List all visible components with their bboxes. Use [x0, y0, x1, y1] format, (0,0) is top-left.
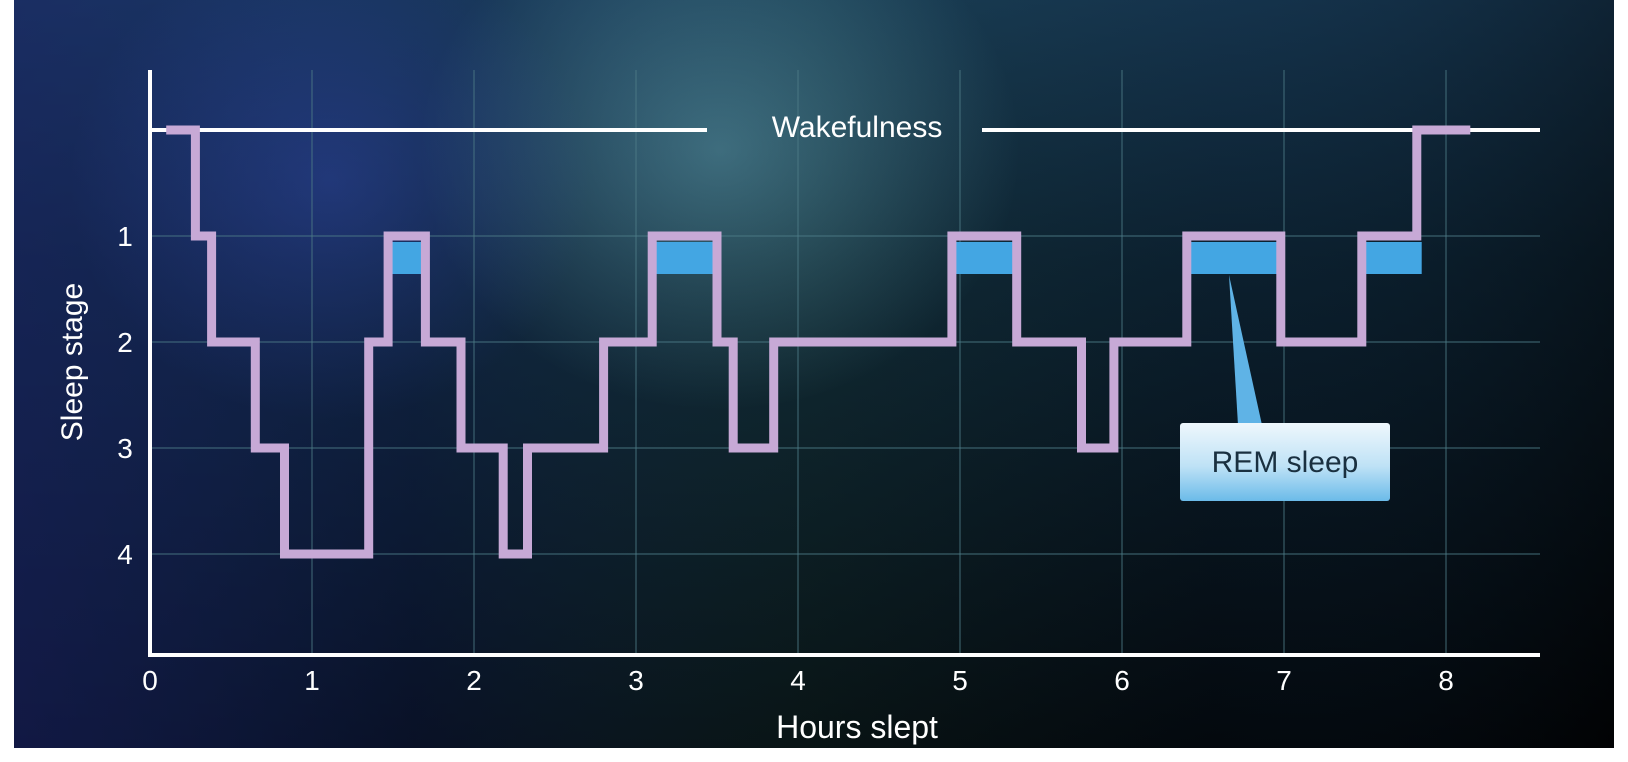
rem-block — [1361, 242, 1422, 274]
x-axis-label: Hours slept — [776, 709, 938, 745]
x-tick-label: 2 — [466, 665, 482, 696]
y-axis-label: Sleep stage — [56, 283, 89, 441]
rem-callout: REM sleep — [1180, 275, 1390, 501]
wakefulness-label: Wakefulness — [772, 111, 943, 144]
y-tick-label: 2 — [117, 327, 133, 358]
rem-block — [388, 242, 426, 274]
y-tick-label: 1 — [117, 221, 133, 252]
x-tick-label: 3 — [628, 665, 644, 696]
rem-block — [652, 242, 717, 274]
hypnogram-series — [166, 125, 1471, 559]
x-tick-label: 6 — [1114, 665, 1130, 696]
callout-pointer — [1229, 275, 1262, 425]
x-tick-label: 5 — [952, 665, 968, 696]
x-tick-label: 7 — [1276, 665, 1292, 696]
rem-blocks — [388, 242, 1422, 274]
x-tick-label: 4 — [790, 665, 806, 696]
y-tick-label: 4 — [117, 539, 133, 570]
x-tick-label: 1 — [304, 665, 320, 696]
tick-labels: 0 1 2 3 4 5 6 7 8 1 2 3 4 — [117, 221, 1454, 696]
rem-block — [1186, 242, 1281, 274]
x-tick-label: 8 — [1438, 665, 1454, 696]
y-tick-label: 3 — [117, 433, 133, 464]
rem-block — [951, 242, 1014, 274]
axes — [148, 70, 1540, 657]
x-tick-label: 0 — [142, 665, 158, 696]
callout-box — [1180, 423, 1390, 501]
callout-label: REM sleep — [1212, 446, 1359, 479]
background-glow — [70, 0, 590, 420]
hypnogram-line — [166, 125, 1471, 559]
